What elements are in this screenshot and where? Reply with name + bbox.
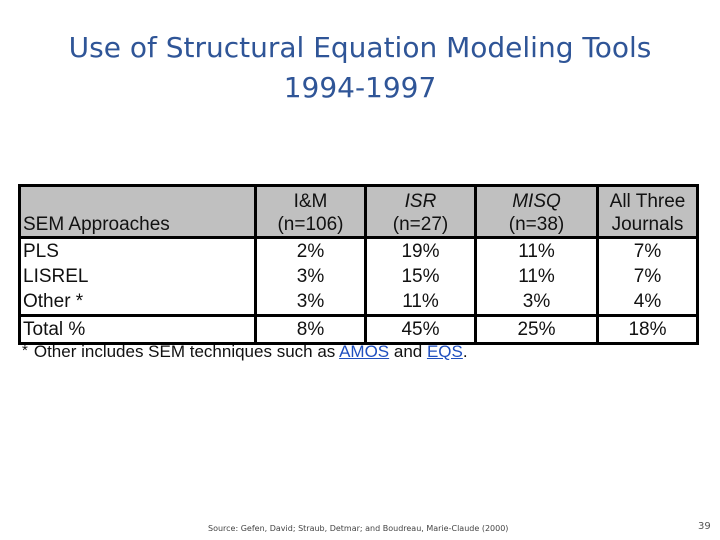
header-misq-n: (n=38) [508,214,565,235]
header-im-name: I&M [293,191,328,212]
table-cell: 7% [596,264,699,289]
total-cell: 8% [254,314,366,345]
table-cell: 2% [254,236,366,264]
amos-link[interactable]: AMOS [339,342,390,361]
table-cell: 15% [364,264,476,289]
sem-usage-table: SEM Approaches I&M (n=106) ISR (n=27) MI… [18,184,699,345]
table-cell: 11% [474,236,598,264]
table-cell: 11% [474,264,598,289]
sem-usage-table-container: SEM Approaches I&M (n=106) ISR (n=27) MI… [18,184,699,345]
table-cell: 19% [364,236,476,264]
total-label: Total % [18,314,256,345]
table-row: PLS 2% 19% 11% 7% [18,236,699,264]
source-citation: Source: Gefen, David; Straub, Detmar; an… [208,524,509,533]
row-label: Other * [18,289,256,316]
total-cell: 45% [364,314,476,345]
title-line-1: Use of Structural Equation Modeling Tool… [68,31,652,64]
header-all-three: All Three Journals [596,184,699,238]
header-isr-n: (n=27) [392,214,449,235]
header-isr: ISR (n=27) [364,184,476,238]
table-cell: 3% [474,289,598,316]
header-im-n: (n=106) [277,214,344,235]
table-cell: 4% [596,289,699,316]
footnote-period: . [462,342,468,361]
table-row: LISREL 3% 15% 11% 7% [18,264,699,289]
total-cell: 18% [596,314,699,345]
footnote-and: and [389,342,427,361]
table-cell: 3% [254,289,366,316]
header-misq-name: MISQ [512,191,561,212]
header-isr-name: ISR [404,191,437,212]
header-misq: MISQ (n=38) [474,184,598,238]
row-label: PLS [18,236,256,264]
title-line-2: 1994-1997 [283,71,437,104]
header-im: I&M (n=106) [254,184,366,238]
total-cell: 25% [474,314,598,345]
header-sem-approaches: SEM Approaches [18,184,256,238]
table-total-row: Total % 8% 45% 25% 18% [18,314,699,345]
footnote-asterisk: * [22,342,28,359]
table-cell: 3% [254,264,366,289]
header-all-three-line1: All Three [609,191,686,212]
table-row: Other * 3% 11% 3% 4% [18,289,699,316]
table-header-row: SEM Approaches I&M (n=106) ISR (n=27) MI… [18,184,699,238]
slide-title: Use of Structural Equation Modeling Tool… [0,28,720,108]
footnote-text: Other includes SEM techniques such as [33,342,340,361]
header-all-three-line2: Journals [611,214,684,235]
page-number: 39 [698,521,711,532]
table-cell: 7% [596,236,699,264]
table-footnote: * Other includes SEM techniques such as A… [22,342,468,362]
row-label: LISREL [18,264,256,289]
table-cell: 11% [364,289,476,316]
eqs-link[interactable]: EQS [426,342,463,361]
